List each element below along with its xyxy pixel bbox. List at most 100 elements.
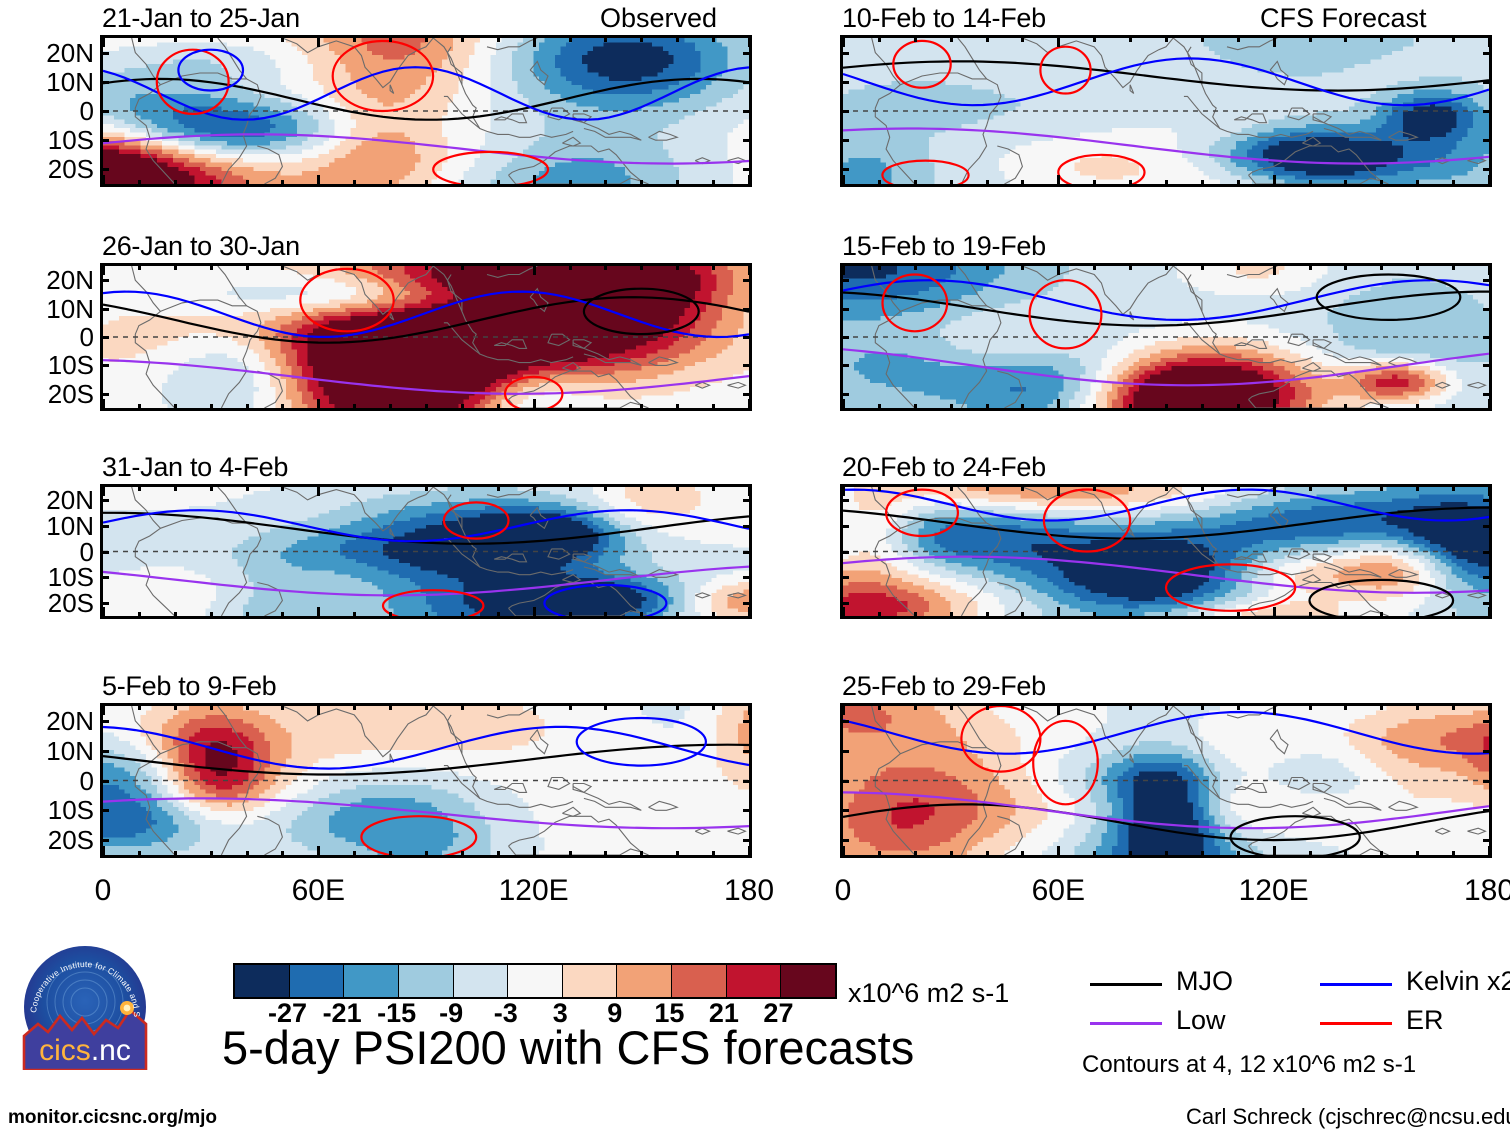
- x-tick-minor: [568, 35, 572, 42]
- legend-label-er: ER: [1406, 1007, 1444, 1034]
- panel-title-obs-3: 31-Jan to 4-Feb: [102, 454, 288, 481]
- x-tick-minor: [460, 263, 464, 270]
- x-tick-minor: [913, 703, 917, 710]
- x-tick-minor: [568, 612, 572, 619]
- y-tick: [1483, 602, 1492, 606]
- x-tick-minor: [1380, 851, 1384, 858]
- x-tick-major: [1272, 703, 1276, 715]
- x-tick-minor: [877, 404, 881, 411]
- y-tick: [840, 839, 849, 843]
- x-tick-minor: [281, 851, 285, 858]
- x-tick-minor: [1165, 404, 1168, 411]
- y-tick: [100, 498, 109, 502]
- legend-swatch-low: [1090, 1022, 1162, 1025]
- column-header-cfs-forecast: CFS Forecast: [1260, 5, 1427, 32]
- x-tick-minor: [1308, 263, 1312, 270]
- x-tick-minor: [137, 35, 141, 42]
- legend-label-mjo: MJO: [1176, 968, 1233, 995]
- x-tick-minor: [949, 703, 953, 710]
- x-tick-minor: [137, 484, 141, 491]
- x-tick-minor: [877, 612, 881, 619]
- panel-title-obs-4: 5-Feb to 9-Feb: [102, 673, 277, 700]
- x-tick-minor: [1452, 612, 1456, 619]
- x-tick-minor: [281, 484, 285, 491]
- map-panel-obs-3: [100, 484, 752, 619]
- x-tick-minor: [425, 703, 428, 710]
- x-tick-major: [1272, 607, 1276, 619]
- x-tick-minor: [949, 35, 953, 42]
- x-tick-major: [317, 484, 321, 496]
- y-tick: [840, 168, 849, 172]
- y-axis-label: 20N: [2, 708, 94, 734]
- x-tick-minor: [1129, 35, 1133, 42]
- x-tick-minor: [245, 851, 249, 858]
- x-tick-minor: [1308, 612, 1312, 619]
- x-tick-minor: [949, 851, 953, 858]
- y-tick: [743, 110, 752, 113]
- x-tick-minor: [209, 404, 213, 411]
- x-tick-minor: [1452, 404, 1456, 411]
- x-tick-minor: [1416, 404, 1420, 411]
- x-tick-minor: [712, 612, 716, 619]
- y-tick: [743, 719, 752, 723]
- x-tick-minor: [245, 484, 249, 491]
- x-tick-minor: [712, 35, 716, 42]
- y-tick: [743, 602, 752, 606]
- x-tick-minor: [209, 263, 213, 270]
- y-tick: [743, 779, 752, 783]
- x-tick-major: [102, 846, 105, 858]
- y-tick: [840, 110, 849, 113]
- x-tick-minor: [173, 180, 177, 187]
- x-tick-minor: [1093, 612, 1097, 619]
- x-tick-minor: [1021, 612, 1025, 619]
- footer-attribution: Carl Schreck (cjschrec@ncsu.edu): [1186, 1106, 1510, 1128]
- x-tick-minor: [1380, 404, 1384, 411]
- x-tick-major: [1272, 484, 1276, 496]
- x-tick-minor: [985, 484, 989, 491]
- y-tick: [840, 139, 849, 143]
- x-tick-minor: [209, 851, 213, 858]
- x-axis-label: 0: [63, 876, 143, 906]
- x-tick-minor: [389, 612, 393, 619]
- x-tick-minor: [460, 612, 464, 619]
- x-tick-major: [1488, 846, 1491, 858]
- y-tick: [743, 498, 752, 502]
- map-panel-obs-1: [100, 35, 752, 187]
- x-tick-minor: [389, 263, 393, 270]
- x-axis-label: 120E: [1234, 876, 1314, 906]
- x-tick-minor: [173, 612, 177, 619]
- x-tick-major: [1057, 703, 1061, 715]
- y-tick: [100, 749, 109, 753]
- x-tick-major: [1272, 175, 1276, 187]
- x-tick-minor: [877, 263, 881, 270]
- x-tick-major: [532, 703, 536, 715]
- x-tick-major: [748, 399, 751, 411]
- x-axis-label: 0: [803, 876, 883, 906]
- x-tick-minor: [604, 263, 608, 270]
- x-tick-major: [1488, 607, 1491, 619]
- x-tick-minor: [281, 612, 285, 619]
- panel-title-obs-1: 21-Jan to 25-Jan: [102, 5, 300, 32]
- x-tick-minor: [209, 612, 213, 619]
- y-tick: [840, 364, 849, 368]
- cics-nc-logo: Cooperative Institute for Climate and Sa…: [20, 936, 148, 1072]
- x-tick-minor: [1344, 851, 1348, 858]
- x-tick-minor: [425, 404, 428, 411]
- x-tick-minor: [389, 180, 393, 187]
- x-tick-major: [1057, 846, 1061, 858]
- y-tick: [1483, 779, 1492, 783]
- map-panel-fcst-4: [840, 703, 1492, 858]
- y-tick: [100, 307, 109, 311]
- x-tick-major: [748, 175, 751, 187]
- y-axis-label: 0: [2, 324, 94, 350]
- y-tick: [743, 80, 752, 84]
- x-tick-minor: [1021, 35, 1025, 42]
- x-tick-minor: [1129, 851, 1133, 858]
- x-tick-major: [1057, 35, 1061, 47]
- y-axis-label: 10S: [2, 564, 94, 590]
- x-tick-minor: [640, 703, 644, 710]
- colorbar-segment-6: [561, 965, 617, 997]
- x-tick-minor: [281, 35, 285, 42]
- y-tick: [100, 279, 109, 283]
- x-tick-minor: [604, 404, 608, 411]
